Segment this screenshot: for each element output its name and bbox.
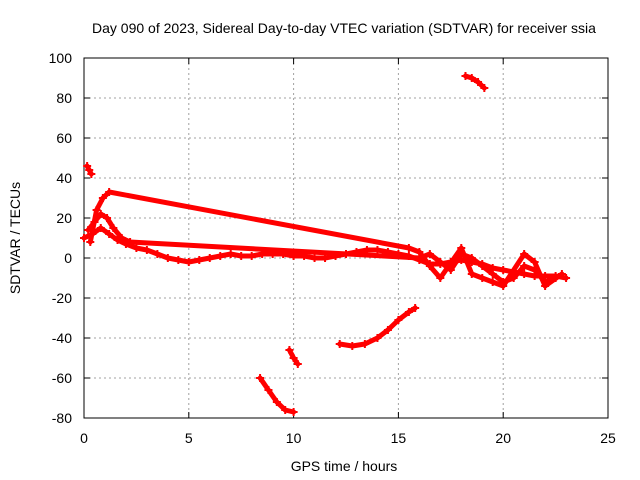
data-point xyxy=(272,398,281,406)
data-point xyxy=(499,266,508,274)
data-point xyxy=(425,250,434,258)
data-point xyxy=(520,262,529,270)
data-point xyxy=(520,270,529,278)
data-point xyxy=(256,374,265,382)
data-point xyxy=(360,340,369,348)
data-point xyxy=(394,316,403,324)
data-point xyxy=(461,72,470,80)
data-point xyxy=(404,244,413,252)
data-point xyxy=(126,238,135,246)
data-point xyxy=(216,252,225,260)
data-point xyxy=(562,274,571,282)
data-point xyxy=(87,170,96,178)
data-point xyxy=(132,244,141,252)
series-segment-short xyxy=(285,346,302,368)
data-point xyxy=(86,238,95,246)
data-point xyxy=(237,252,246,260)
data-point xyxy=(530,258,539,266)
data-point xyxy=(80,234,88,242)
data-point xyxy=(457,244,466,252)
data-point xyxy=(105,230,114,238)
data-point xyxy=(520,250,529,258)
data-point xyxy=(436,258,445,266)
data-point xyxy=(184,258,193,266)
data-point xyxy=(285,346,294,354)
series-segment-descending xyxy=(256,374,298,416)
y-tick-label: -60 xyxy=(52,370,72,386)
data-point xyxy=(205,254,214,262)
data-point xyxy=(425,262,434,270)
data-point xyxy=(557,270,566,278)
data-point xyxy=(289,354,298,362)
series-segment-rising xyxy=(335,304,420,350)
data-point xyxy=(467,254,476,262)
data-point xyxy=(480,84,489,92)
x-tick-label: 0 xyxy=(80,430,88,446)
data-point xyxy=(281,406,290,414)
data-point xyxy=(411,304,420,312)
data-point xyxy=(153,250,162,258)
data-point xyxy=(335,340,344,348)
data-point xyxy=(92,206,101,214)
x-tick-label: 15 xyxy=(391,430,407,446)
data-point xyxy=(499,282,508,290)
data-point xyxy=(348,342,357,350)
y-tick-label: -40 xyxy=(52,330,72,346)
series-segment-top xyxy=(461,72,489,92)
data-point xyxy=(321,254,330,262)
data-point xyxy=(226,250,235,258)
data-point xyxy=(195,256,204,264)
y-tick-label: 100 xyxy=(49,50,73,66)
data-point xyxy=(264,386,273,394)
data-point xyxy=(247,252,256,260)
chart-title: Day 090 of 2023, Sidereal Day-to-day VTE… xyxy=(92,20,596,36)
x-axis-label: GPS time / hours xyxy=(291,458,398,474)
data-point xyxy=(310,254,319,262)
y-tick-label: 80 xyxy=(56,90,72,106)
data-point xyxy=(117,234,126,242)
y-tick-label: 20 xyxy=(56,210,72,226)
data-point xyxy=(373,246,382,254)
data-point xyxy=(415,248,424,256)
data-point xyxy=(467,270,476,278)
x-tick-label: 20 xyxy=(495,430,511,446)
data-point xyxy=(478,274,487,282)
data-point xyxy=(373,334,382,342)
data-point xyxy=(383,326,392,334)
y-tick-label: 0 xyxy=(64,250,72,266)
data-point xyxy=(109,224,118,232)
data-point xyxy=(488,270,497,278)
data-point xyxy=(541,282,550,290)
x-tick-label: 5 xyxy=(185,430,193,446)
data-point xyxy=(404,308,413,316)
data-point xyxy=(293,360,302,368)
y-tick-label: 60 xyxy=(56,130,72,146)
y-axis-ticks: -80 -60 -40 -20 0 20 40 60 80 100 xyxy=(49,50,608,426)
data-point xyxy=(142,246,151,254)
data-point xyxy=(488,278,497,286)
x-tick-label: 25 xyxy=(600,430,616,446)
data-point xyxy=(163,254,172,262)
y-tick-label: 40 xyxy=(56,170,72,186)
data-point xyxy=(174,256,183,264)
data-point xyxy=(289,408,298,416)
series-main-band-c xyxy=(86,188,566,290)
series-segment-early-spike xyxy=(83,162,96,178)
x-axis-ticks: 0 5 10 15 20 25 xyxy=(80,58,616,446)
y-axis-label: SDTVAR / TECUs xyxy=(7,182,23,294)
data-point xyxy=(467,74,476,82)
data-point xyxy=(96,224,105,232)
data-point xyxy=(98,194,107,202)
data-point xyxy=(103,214,112,222)
data-series xyxy=(80,72,571,416)
data-point xyxy=(436,274,445,282)
y-tick-label: -20 xyxy=(52,290,72,306)
x-tick-label: 10 xyxy=(286,430,302,446)
y-tick-label: -80 xyxy=(52,410,72,426)
data-point xyxy=(478,262,487,270)
data-point xyxy=(105,188,114,196)
data-point xyxy=(474,78,483,86)
